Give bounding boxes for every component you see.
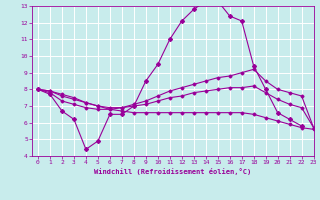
X-axis label: Windchill (Refroidissement éolien,°C): Windchill (Refroidissement éolien,°C) xyxy=(94,168,252,175)
